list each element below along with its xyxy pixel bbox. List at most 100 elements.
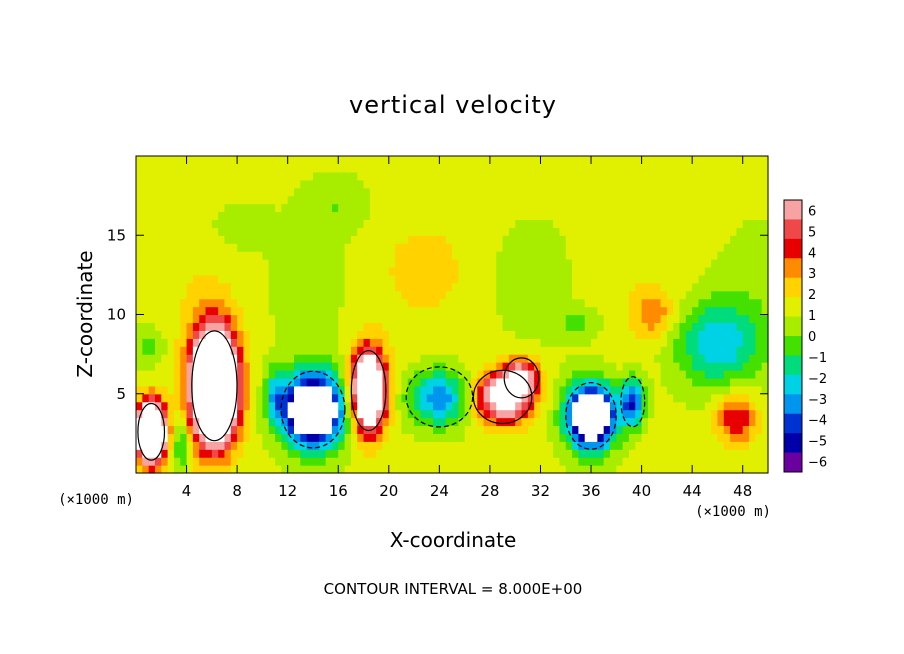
heatmap-cell [237, 290, 245, 300]
colorbar-tick-label: 2 [808, 288, 816, 303]
heatmap-cell [610, 465, 617, 474]
heatmap-cell [597, 274, 605, 284]
heatmap-cell [262, 377, 270, 387]
heatmap-cell [331, 298, 339, 308]
heatmap-cell [173, 227, 181, 236]
heatmap-cell [616, 465, 624, 474]
heatmap-cell [401, 338, 409, 347]
heatmap-cell [489, 377, 497, 387]
heatmap-cell [755, 243, 763, 252]
heatmap-cell [553, 425, 561, 434]
heatmap-cell [692, 330, 700, 339]
heatmap-cell [256, 203, 263, 213]
heatmap-cell [154, 457, 162, 466]
heatmap-cell [470, 195, 478, 205]
heatmap-cell [723, 401, 731, 411]
heatmap-cell [489, 187, 497, 197]
heatmap-cell [382, 171, 390, 181]
heatmap-cell [628, 235, 636, 244]
heatmap-cell [742, 417, 750, 427]
heatmap-cell [534, 354, 542, 363]
heatmap-cell [237, 433, 245, 442]
heatmap-cell [325, 369, 333, 379]
heatmap-cell [275, 298, 282, 308]
heatmap-cell [502, 243, 510, 252]
heatmap-cell [654, 385, 662, 395]
heatmap-cell [540, 211, 548, 221]
heatmap-cell [211, 425, 219, 434]
heatmap-cell [136, 266, 143, 276]
heatmap-cell [534, 298, 542, 308]
heatmap-cell [553, 306, 561, 316]
heatmap-cell [211, 433, 219, 442]
heatmap-cell [717, 243, 725, 252]
heatmap-cell [445, 298, 453, 308]
heatmap-cell [205, 219, 213, 228]
heatmap-cell [578, 401, 586, 411]
heatmap-cell [249, 163, 257, 173]
heatmap-cell [452, 369, 459, 379]
heatmap-cell [502, 163, 510, 173]
heatmap-cell [742, 235, 750, 244]
x-tick-label: 16 [329, 482, 348, 500]
heatmap-cell [730, 187, 737, 197]
heatmap-cell [439, 354, 447, 363]
heatmap-cell [369, 235, 377, 244]
heatmap-cell [628, 393, 636, 403]
heatmap-cell [578, 425, 586, 434]
heatmap-cell [553, 338, 561, 347]
heatmap-cell [698, 259, 706, 268]
heatmap-cell [717, 235, 725, 244]
heatmap-cell [249, 433, 257, 442]
heatmap-cell [610, 187, 617, 197]
heatmap-cell [161, 274, 169, 284]
heatmap-cell [496, 179, 504, 189]
heatmap-cell [350, 338, 358, 347]
heatmap-cell [439, 203, 447, 213]
heatmap-cell [616, 195, 624, 205]
heatmap-cell [420, 163, 428, 173]
heatmap-cell [584, 266, 592, 276]
heatmap-cell [369, 227, 377, 236]
heatmap-cell [553, 369, 561, 379]
x-tick-label: 40 [632, 482, 651, 500]
heatmap-cell [312, 449, 320, 458]
heatmap-cell [540, 171, 548, 181]
heatmap-cell [723, 322, 731, 331]
heatmap-cell [515, 322, 523, 331]
heatmap-cell [230, 251, 238, 260]
heatmap-cell [527, 338, 535, 347]
colorbar-tick-label: −6 [808, 456, 827, 471]
heatmap-cell [666, 290, 674, 300]
heatmap-cell [610, 179, 617, 189]
heatmap-cell [654, 298, 662, 308]
heatmap-cell [628, 156, 636, 165]
heatmap-cell [578, 306, 586, 316]
heatmap-cell [572, 433, 579, 442]
heatmap-cell [666, 314, 674, 324]
heatmap-cell [237, 195, 245, 205]
heatmap-cell [641, 243, 649, 252]
heatmap-cell [692, 156, 700, 165]
heatmap-cell [161, 354, 169, 363]
heatmap-cell [420, 409, 428, 419]
heatmap-cell [540, 243, 548, 252]
heatmap-cell [749, 266, 756, 276]
heatmap-cell [477, 251, 485, 260]
heatmap-cell [287, 393, 295, 403]
heatmap-cell [452, 306, 459, 316]
heatmap-cell [452, 195, 459, 205]
heatmap-cell [635, 203, 643, 213]
heatmap-cell [218, 203, 226, 213]
heatmap-cell [749, 259, 756, 268]
heatmap-cell [262, 330, 270, 339]
heatmap-cell [350, 219, 358, 228]
colorbar-tick-label: 1 [808, 309, 816, 324]
heatmap-cell [230, 393, 238, 403]
heatmap-cell [414, 409, 421, 419]
heatmap-cell [445, 346, 453, 355]
heatmap-cell [420, 385, 428, 395]
heatmap-cell [136, 156, 143, 165]
heatmap-cell [325, 156, 333, 165]
heatmap-cell [148, 163, 156, 173]
